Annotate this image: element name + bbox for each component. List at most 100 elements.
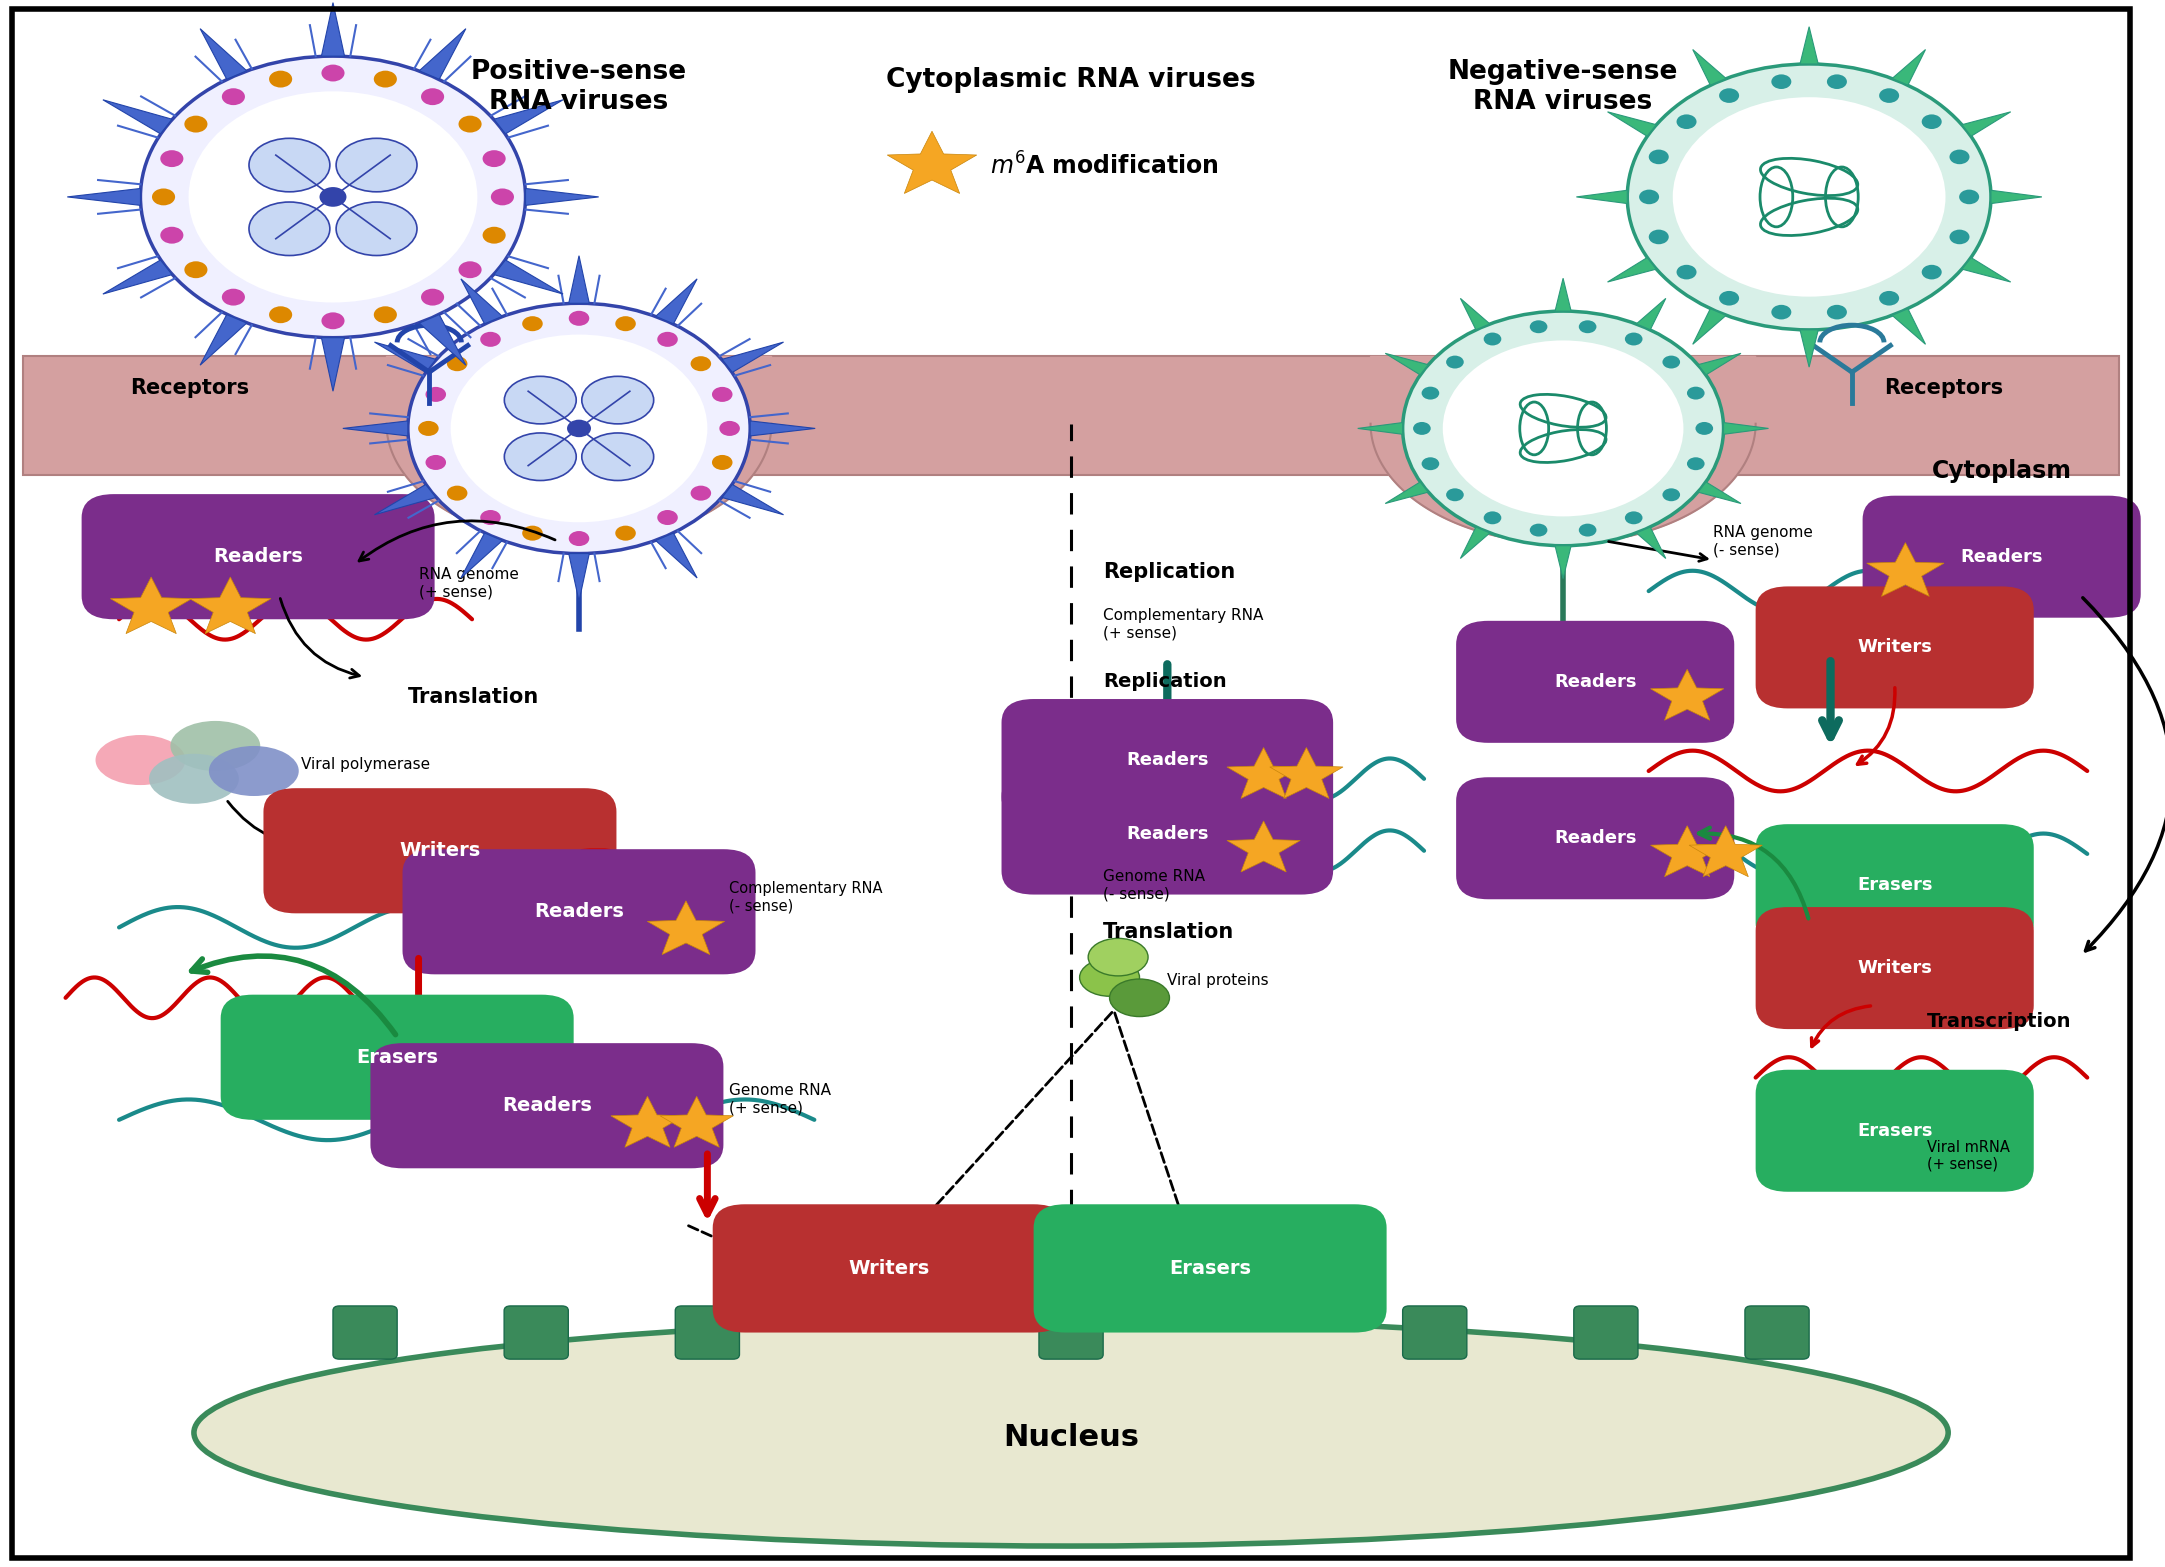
Ellipse shape (582, 432, 654, 481)
Text: Readers: Readers (1126, 751, 1208, 769)
Circle shape (481, 332, 500, 346)
Circle shape (1650, 149, 1669, 165)
FancyBboxPatch shape (1002, 699, 1334, 821)
Circle shape (1442, 340, 1684, 517)
Circle shape (1531, 320, 1548, 334)
Polygon shape (647, 901, 725, 954)
Polygon shape (1609, 257, 1656, 282)
Polygon shape (1228, 821, 1301, 871)
Circle shape (1948, 149, 1970, 165)
Polygon shape (1650, 826, 1723, 876)
Circle shape (375, 306, 396, 323)
Circle shape (1639, 190, 1658, 204)
Circle shape (658, 332, 678, 346)
Text: Erasers: Erasers (1858, 1122, 1933, 1139)
Ellipse shape (149, 754, 238, 804)
Polygon shape (1269, 747, 1342, 799)
Polygon shape (375, 342, 435, 373)
Polygon shape (388, 356, 771, 544)
Polygon shape (1693, 309, 1726, 345)
Polygon shape (199, 315, 247, 365)
Polygon shape (1370, 356, 1756, 544)
Circle shape (427, 387, 446, 401)
Polygon shape (1637, 298, 1665, 329)
Polygon shape (342, 422, 407, 436)
Polygon shape (1554, 279, 1572, 312)
Text: Readers: Readers (1554, 829, 1637, 848)
Circle shape (446, 356, 468, 371)
Circle shape (1663, 356, 1680, 368)
FancyBboxPatch shape (1039, 1305, 1104, 1359)
Circle shape (446, 486, 468, 501)
Text: Genome RNA
(+ sense): Genome RNA (+ sense) (730, 1083, 831, 1116)
FancyBboxPatch shape (1756, 586, 2033, 708)
Polygon shape (1609, 111, 1656, 136)
Circle shape (1959, 190, 1979, 204)
Circle shape (1948, 230, 1970, 244)
Polygon shape (1799, 27, 1819, 64)
Circle shape (712, 454, 732, 470)
Text: Erasers: Erasers (1858, 876, 1933, 895)
Circle shape (420, 88, 444, 105)
Polygon shape (656, 279, 697, 324)
Text: Readers: Readers (212, 547, 303, 566)
Circle shape (569, 531, 589, 545)
Circle shape (1626, 511, 1643, 525)
Text: Readers: Readers (1961, 548, 2044, 566)
FancyBboxPatch shape (712, 1205, 1065, 1332)
FancyBboxPatch shape (1756, 1070, 2033, 1192)
Text: Readers: Readers (1126, 824, 1208, 843)
Ellipse shape (95, 735, 186, 785)
Circle shape (459, 262, 481, 279)
Text: Viral proteins: Viral proteins (1167, 973, 1269, 989)
Ellipse shape (1108, 979, 1169, 1017)
Circle shape (1687, 458, 1704, 470)
Polygon shape (320, 3, 344, 56)
Circle shape (160, 227, 184, 243)
Circle shape (1483, 511, 1500, 525)
Text: Writers: Writers (398, 841, 481, 860)
Text: Writers: Writers (849, 1258, 929, 1279)
Polygon shape (1892, 50, 1925, 85)
Polygon shape (420, 315, 465, 365)
Circle shape (1626, 332, 1643, 345)
Polygon shape (1693, 50, 1726, 85)
FancyBboxPatch shape (1574, 1305, 1639, 1359)
FancyBboxPatch shape (264, 788, 617, 914)
Circle shape (1719, 88, 1738, 103)
Ellipse shape (582, 376, 654, 425)
Polygon shape (749, 422, 816, 436)
Circle shape (268, 306, 292, 323)
Text: Cytoplasm: Cytoplasm (1931, 459, 2072, 483)
Circle shape (1483, 332, 1500, 345)
Polygon shape (569, 255, 589, 304)
Polygon shape (191, 577, 271, 633)
Text: Receptors: Receptors (130, 378, 249, 398)
Circle shape (427, 454, 446, 470)
Text: Erasers: Erasers (357, 1048, 437, 1067)
Circle shape (420, 288, 444, 306)
Polygon shape (656, 533, 697, 578)
Text: Genome RNA
(- sense): Genome RNA (- sense) (1104, 870, 1206, 901)
Circle shape (483, 227, 507, 243)
Polygon shape (494, 260, 563, 295)
Polygon shape (569, 553, 589, 602)
Circle shape (188, 91, 478, 302)
Text: Complementary RNA
(+ sense): Complementary RNA (+ sense) (1104, 608, 1264, 641)
Circle shape (1923, 114, 1942, 128)
Circle shape (1695, 422, 1713, 436)
Polygon shape (104, 100, 171, 133)
FancyBboxPatch shape (1457, 777, 1734, 899)
Text: Viral mRNA
(+ sense): Viral mRNA (+ sense) (1927, 1139, 2009, 1172)
Circle shape (375, 71, 396, 88)
Circle shape (152, 188, 175, 205)
Polygon shape (888, 132, 976, 193)
Text: Nucleus: Nucleus (1002, 1423, 1139, 1453)
Text: Replication: Replication (1104, 563, 1236, 583)
Circle shape (418, 422, 439, 436)
Polygon shape (723, 342, 784, 373)
Text: Positive-sense
RNA viruses: Positive-sense RNA viruses (472, 60, 686, 116)
Ellipse shape (208, 746, 299, 796)
Circle shape (658, 509, 678, 525)
Circle shape (1827, 74, 1847, 89)
